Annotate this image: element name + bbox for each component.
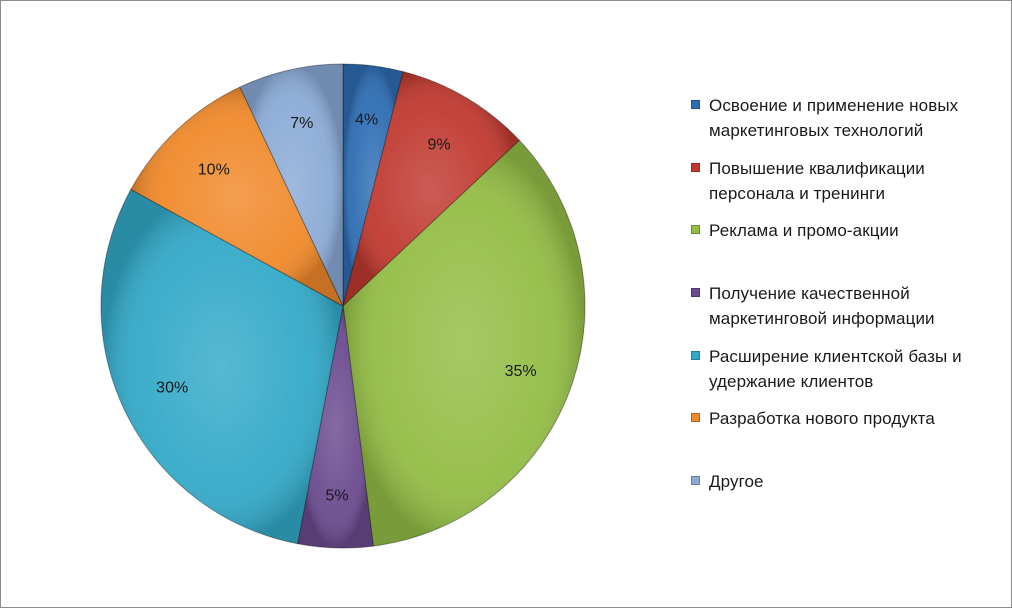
legend-label: Освоение и применение новых маркетинговы…: [709, 96, 959, 140]
legend-swatch-icon: [691, 351, 700, 360]
pct-label-staff-training: 9%: [428, 137, 451, 154]
legend-item-other: Другое: [691, 469, 1001, 494]
slice-advertising-shading: [343, 140, 585, 547]
slice-new-product-shading: [130, 87, 343, 306]
slice-other-shading: [239, 63, 343, 306]
legend-item-client-base: Расширение клиентской базы и удержание к…: [691, 344, 1001, 394]
legend-label: Разработка нового продукта: [709, 409, 935, 428]
pct-label-new-product: 10%: [198, 161, 230, 178]
pct-label-other: 7%: [290, 115, 313, 132]
legend-item-marketing-technologies: Освоение и применение новых маркетинговы…: [691, 93, 1001, 143]
slice-staff-training-shading: [343, 71, 520, 306]
slice-marketing-technologies-shading: [343, 63, 404, 306]
slice-marketing-information-shading: [297, 306, 374, 548]
pct-label-client-base: 30%: [156, 379, 188, 396]
legend-label: Другое: [709, 472, 764, 491]
legend-swatch-icon: [691, 163, 700, 172]
legend-swatch-icon: [691, 413, 700, 422]
legend-swatch-icon: [691, 288, 700, 297]
legend-swatch-icon: [691, 225, 700, 234]
legend-swatch-icon: [691, 100, 700, 109]
legend-label: Получение качественной маркетинговой инф…: [709, 284, 935, 328]
legend-item-new-product: Разработка нового продукта: [691, 406, 1001, 431]
legend-item-advertising: Реклама и промо-акции: [691, 218, 1001, 243]
pct-label-marketing-information: 5%: [326, 488, 349, 505]
legend-swatch-icon: [691, 476, 700, 485]
legend-item-staff-training: Повышение квалификации персонала и трени…: [691, 156, 1001, 206]
legend-label: Повышение квалификации персонала и трени…: [709, 159, 925, 203]
legend-item-marketing-information: Получение качественной маркетинговой инф…: [691, 281, 1001, 331]
legend-label: Расширение клиентской базы и удержание к…: [709, 347, 962, 391]
pct-label-advertising: 35%: [505, 363, 537, 380]
slice-client-base-shading: [101, 189, 343, 544]
pct-label-marketing-technologies: 4%: [355, 112, 378, 129]
legend-label: Реклама и промо-акции: [709, 221, 899, 240]
